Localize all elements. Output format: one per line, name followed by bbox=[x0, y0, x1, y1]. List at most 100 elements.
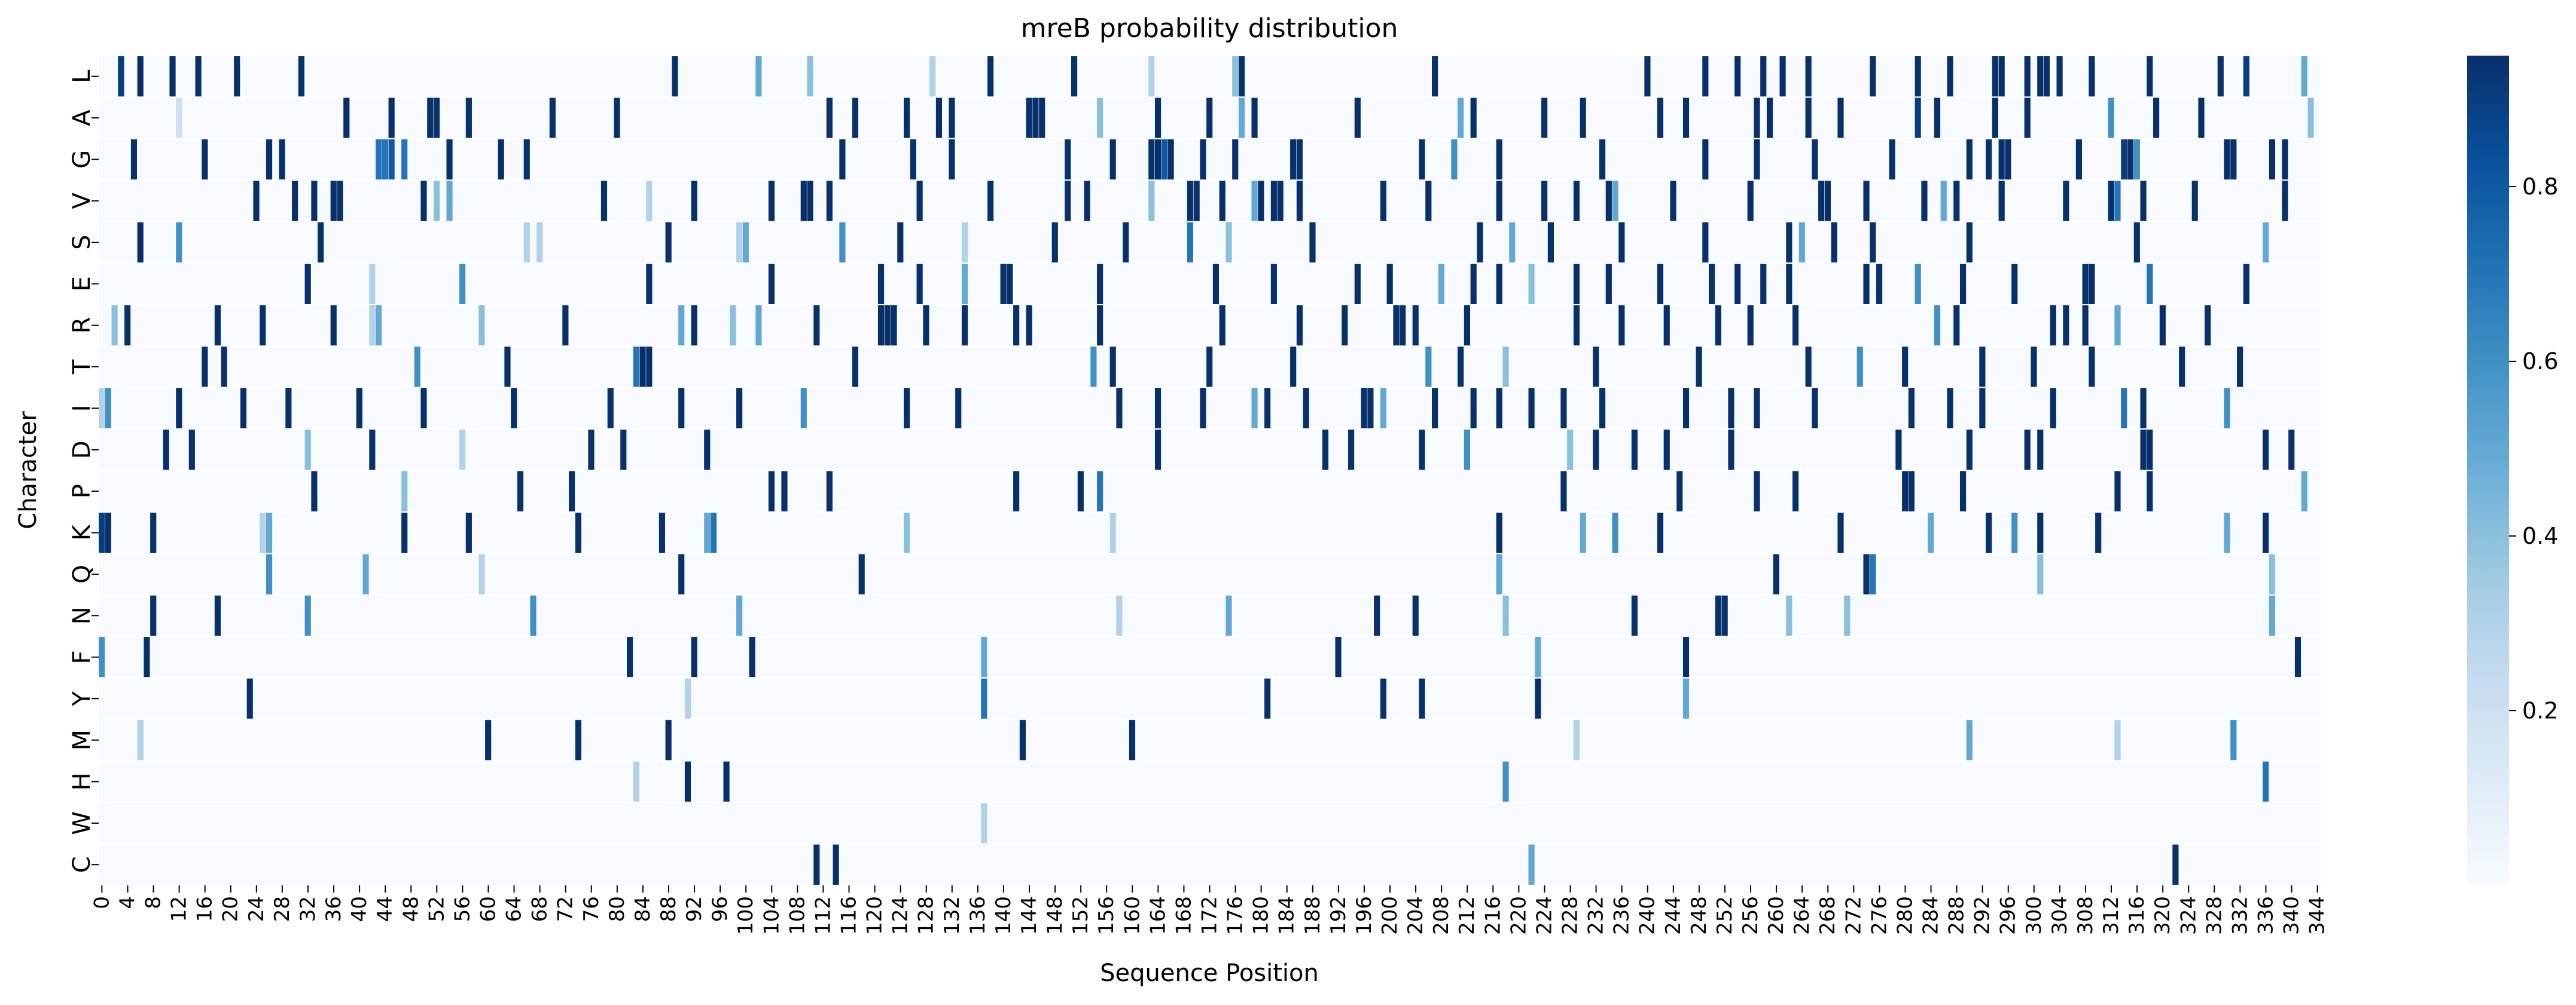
heatmap-cell bbox=[1618, 222, 1625, 263]
heatmap-cell bbox=[214, 305, 221, 346]
x-tick-label: 96 bbox=[708, 896, 732, 922]
heatmap-cell bbox=[755, 305, 762, 346]
heatmap-cell bbox=[260, 512, 266, 553]
heatmap-cell bbox=[1148, 139, 1155, 180]
heatmap-cell bbox=[2108, 98, 2114, 138]
heatmap-cell bbox=[266, 512, 273, 553]
heatmap-cell bbox=[1573, 305, 1580, 346]
heatmap-cell bbox=[1187, 222, 1193, 263]
x-tick-label: 128 bbox=[914, 896, 938, 935]
heatmap-cell bbox=[523, 222, 530, 263]
heatmap-cell bbox=[1258, 181, 1264, 221]
heatmap-cell bbox=[1773, 554, 1779, 595]
heatmap-cell bbox=[1580, 98, 1586, 138]
x-tick-label: 68 bbox=[528, 896, 552, 922]
heatmap-cell bbox=[2263, 761, 2269, 802]
heatmap-cell bbox=[459, 263, 466, 304]
heatmap-cell bbox=[266, 139, 273, 180]
heatmap-cell bbox=[1116, 388, 1123, 429]
x-tick-label: 220 bbox=[1507, 896, 1531, 935]
x-tick-label: 336 bbox=[2254, 896, 2278, 935]
heatmap-cell bbox=[1599, 388, 1606, 429]
heatmap-cell bbox=[1702, 139, 1709, 180]
heatmap-cell bbox=[420, 388, 427, 429]
heatmap-cell bbox=[1908, 388, 1915, 429]
heatmap-cell bbox=[1380, 388, 1387, 429]
heatmap-cell bbox=[800, 388, 807, 429]
heatmap-cell bbox=[1593, 430, 1599, 470]
heatmap-cell bbox=[1644, 56, 1651, 97]
heatmap-cell bbox=[949, 98, 955, 138]
heatmap-cell bbox=[1277, 181, 1284, 221]
heatmap-cell bbox=[433, 98, 440, 138]
heatmap-cell bbox=[465, 512, 472, 553]
heatmap-cell bbox=[99, 512, 105, 553]
heatmap-cell bbox=[1470, 98, 1477, 138]
heatmap-cell bbox=[1953, 305, 1960, 346]
heatmap-cell bbox=[246, 678, 253, 719]
heatmap-cell bbox=[704, 512, 711, 553]
heatmap-cell bbox=[1696, 346, 1702, 387]
heatmap-cell bbox=[916, 263, 923, 304]
heatmap-cell bbox=[1966, 430, 1973, 470]
y-tick-label: F bbox=[68, 650, 96, 664]
heatmap-cell bbox=[2114, 181, 2121, 221]
heatmap-cell bbox=[1296, 181, 1303, 221]
x-tick-label: 312 bbox=[2099, 896, 2123, 935]
heatmap-cell bbox=[2191, 181, 2198, 221]
chart-title: mreB probability distribution bbox=[1021, 13, 1398, 44]
heatmap-cell bbox=[1560, 388, 1567, 429]
heatmap-cell bbox=[1007, 263, 1013, 304]
x-tick-label: 272 bbox=[1842, 896, 1865, 935]
heatmap-cell bbox=[742, 222, 749, 263]
heatmap-cell bbox=[1998, 181, 2005, 221]
heatmap-cell bbox=[1496, 263, 1502, 304]
x-tick-label: 28 bbox=[270, 896, 294, 922]
heatmap-cell bbox=[2269, 595, 2276, 636]
x-tick-label: 136 bbox=[966, 896, 990, 935]
heatmap-cell bbox=[2031, 346, 2037, 387]
heatmap-cell bbox=[253, 181, 260, 221]
heatmap-cell bbox=[1458, 98, 1464, 138]
heatmap-cell bbox=[1393, 305, 1400, 346]
x-tick-label: 84 bbox=[631, 896, 655, 922]
heatmap-cell bbox=[665, 222, 672, 263]
heatmap-cell bbox=[105, 512, 111, 553]
heatmap-cell bbox=[1361, 388, 1367, 429]
x-tick-label: 308 bbox=[2074, 896, 2098, 935]
heatmap-cell bbox=[639, 346, 646, 387]
heatmap-cell bbox=[1097, 263, 1103, 304]
heatmap-cell bbox=[1721, 595, 1728, 636]
heatmap-cell bbox=[144, 636, 150, 678]
y-tick-label: E bbox=[68, 276, 96, 291]
heatmap-cell bbox=[376, 139, 382, 180]
heatmap-cell bbox=[1270, 181, 1277, 221]
y-tick-label: S bbox=[68, 234, 96, 249]
heatmap-cell bbox=[1728, 430, 1734, 470]
x-tick-label: 32 bbox=[296, 896, 320, 922]
heatmap-cell bbox=[1116, 595, 1123, 636]
x-tick-label: 208 bbox=[1429, 896, 1453, 935]
x-tick-label: 112 bbox=[811, 896, 835, 935]
heatmap-cell bbox=[2179, 346, 2185, 387]
heatmap-cell bbox=[1702, 222, 1709, 263]
heatmap-cell bbox=[1097, 305, 1103, 346]
heatmap-cell bbox=[485, 720, 492, 760]
heatmap-cell bbox=[2050, 305, 2056, 346]
heatmap-cell bbox=[1296, 139, 1303, 180]
heatmap-cell bbox=[1805, 56, 1812, 97]
heatmap-cell bbox=[420, 181, 427, 221]
heatmap-cell bbox=[1419, 430, 1425, 470]
heatmap-cell bbox=[1412, 305, 1419, 346]
heatmap-cell bbox=[736, 388, 743, 429]
heatmap-cell bbox=[1193, 181, 1200, 221]
heatmap-cell bbox=[1502, 346, 1509, 387]
heatmap-cell bbox=[749, 636, 755, 678]
heatmap-cell bbox=[1238, 56, 1245, 97]
heatmap-cell bbox=[1863, 263, 1870, 304]
heatmap-cell bbox=[1580, 512, 1586, 553]
heatmap-cell bbox=[2147, 430, 2153, 470]
heatmap-cell bbox=[1812, 388, 1818, 429]
